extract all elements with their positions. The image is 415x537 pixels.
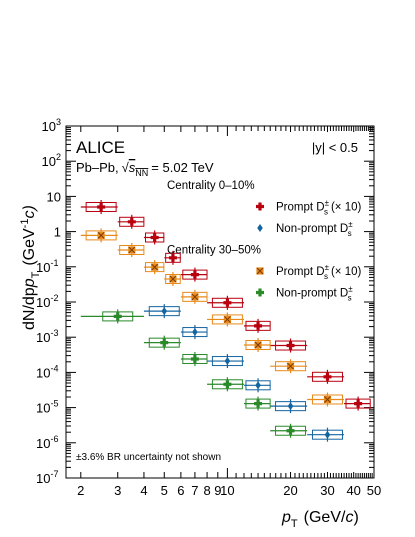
system-label: Pb–Pb, √sNN = 5.02 TeV [76, 160, 214, 178]
legend: Centrality 0–10% Prompt D± s (× 10) Non-prom… [167, 180, 362, 303]
legend-marker [256, 202, 264, 211]
x-tick-label: 9 [214, 483, 221, 498]
data-point [354, 399, 363, 408]
y-tick-label: 10-5 [36, 399, 58, 416]
x-axis-label: pT (GeV/c) [281, 509, 359, 530]
y-tick-label: 102 [42, 152, 61, 169]
data-point [160, 338, 169, 347]
y-tick-label: 10-6 [36, 434, 58, 451]
data-point [150, 233, 159, 242]
legend-marker [256, 288, 264, 297]
x-tick-label: 40 [346, 483, 360, 498]
data-point [161, 307, 168, 316]
data-point [324, 430, 331, 439]
x-tick-label: 2 [77, 483, 84, 498]
series-1 [143, 304, 345, 442]
data-point [286, 426, 295, 435]
data-point-x [191, 293, 199, 301]
y-tick-label: 10 [47, 189, 61, 204]
data-point [224, 357, 231, 366]
data-points [80, 199, 371, 442]
axis-ticks [66, 125, 375, 479]
data-point-x [97, 232, 105, 239]
x-tick-label: 7 [191, 483, 198, 498]
series-0 [80, 199, 371, 411]
data-point-x [224, 316, 231, 323]
data-point [190, 355, 199, 364]
data-point [97, 202, 106, 211]
rapidity-label: |y| < 0.5 [312, 140, 358, 155]
data-point-x [287, 362, 294, 370]
y-tick-label: 1 [54, 225, 61, 240]
data-point [254, 321, 263, 330]
data-point [255, 381, 261, 390]
x-tick-label: 30 [320, 483, 334, 498]
data-point [323, 372, 332, 381]
legend-entry: Prompt D± s (× 10) [276, 263, 362, 281]
plot-frame [65, 125, 375, 479]
x-tick-label: 6 [177, 483, 184, 498]
data-point [286, 341, 295, 350]
data-point-x [254, 341, 262, 349]
y-tick-label: 10-1 [36, 258, 58, 275]
y-axis-label: dN/dppT(GeV-1c) [19, 205, 42, 330]
x-tick-label: 5 [161, 483, 168, 498]
data-point [223, 298, 232, 307]
x-tick-label: 8 [203, 483, 210, 498]
data-point [168, 253, 177, 262]
legend-marker [257, 224, 263, 232]
data-point-x [324, 396, 331, 403]
legend-header: Centrality 0–10% [167, 180, 255, 192]
data-point [127, 217, 136, 226]
y-tick-label: 10-2 [36, 293, 58, 310]
data-point [190, 270, 199, 279]
series-3 [80, 309, 308, 438]
x-tick-label: 10 [220, 483, 234, 498]
legend-entry: Non-prompt D± s [276, 285, 353, 303]
y-tick-label: 10-7 [36, 469, 58, 486]
legend-header: Centrality 30–50% [167, 245, 261, 257]
data-point [192, 328, 198, 337]
series-2 [80, 228, 345, 407]
tick-labels: 2 3 4 5 6 7 8 910 20 30 40 5010-710-610-510-410-310… [36, 117, 381, 498]
legend-marker-x [256, 267, 264, 275]
data-point [223, 380, 232, 389]
data-point-x [151, 263, 159, 271]
data-point [113, 312, 122, 321]
br-note: ±3.6% BR uncertainty not shown [76, 452, 221, 463]
x-tick-label: 3 [114, 483, 121, 498]
data-point-x [169, 275, 177, 283]
data-point-x [128, 246, 136, 254]
legend-entry: Prompt D± s (× 10) [276, 199, 362, 217]
experiment-label: ALICE [76, 138, 125, 157]
data-point [287, 402, 294, 411]
y-tick-label: 103 [42, 117, 61, 134]
legend-entry: Non-prompt D± s [276, 220, 353, 238]
y-tick-label: 10-3 [36, 328, 58, 345]
data-point [254, 399, 263, 408]
y-tick-label: 10-4 [36, 363, 58, 380]
x-tick-label: 50 [367, 483, 381, 498]
x-tick-label: 20 [283, 483, 297, 498]
x-tick-label: 4 [140, 483, 147, 498]
